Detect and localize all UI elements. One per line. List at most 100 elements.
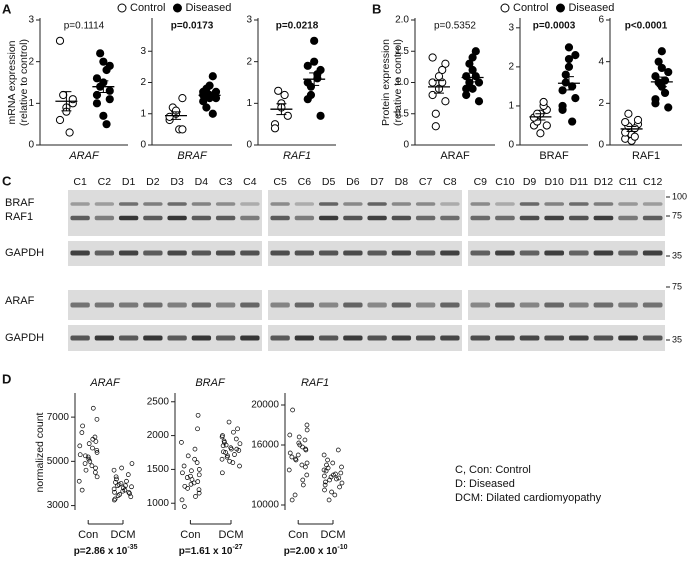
blot-band [70, 215, 90, 221]
data-point [302, 437, 308, 443]
blot-band [70, 302, 90, 308]
data-point [289, 497, 295, 503]
blot-band [294, 335, 315, 341]
y-tick-label: 1.0 [395, 77, 409, 88]
blot-strip [268, 190, 462, 236]
data-point [86, 456, 92, 462]
data-point [90, 436, 96, 442]
data-point [326, 497, 332, 503]
y-tick-label: 1 [140, 108, 146, 119]
data-point [80, 423, 85, 429]
blot-band [470, 215, 491, 221]
panel-label: D [2, 371, 11, 386]
blot-band [415, 302, 436, 308]
blot-row-label: GAPDH [5, 332, 44, 344]
legend-label: Control [513, 2, 548, 14]
lane-label: D10 [545, 176, 564, 188]
blot-band [294, 215, 315, 221]
y-tick-label: 0 [598, 140, 604, 151]
data-point [322, 482, 328, 488]
data-point [180, 470, 185, 476]
data-point [232, 452, 237, 457]
data-point [300, 482, 306, 488]
data-point [129, 484, 134, 490]
y-axis-title: (relative to control) [18, 39, 30, 126]
blot-band [118, 335, 139, 341]
data-point [77, 452, 83, 458]
data-point [181, 463, 187, 469]
blot-band [440, 215, 460, 221]
lane-label: C11 [619, 176, 638, 188]
data-point [290, 407, 295, 413]
legend-marker [117, 3, 127, 13]
blot-band [568, 215, 589, 221]
blot-band [391, 215, 412, 221]
blot-band [143, 215, 163, 221]
data-point [571, 51, 580, 60]
blot-band [240, 335, 260, 341]
x-tick-label: Con [78, 529, 98, 541]
blot-row-label: ARAF [5, 295, 35, 307]
data-point [310, 57, 319, 66]
data-point [102, 120, 111, 129]
lane-label: D9 [523, 176, 537, 188]
data-point [571, 94, 580, 103]
data-point [196, 490, 202, 496]
blot-band [294, 202, 315, 206]
p-value: p=0.0218 [276, 21, 319, 32]
data-point [471, 72, 480, 81]
data-point [304, 460, 310, 466]
data-point [208, 109, 217, 118]
data-point [194, 460, 200, 465]
x-axis-title: RAF1 [283, 150, 311, 162]
blot-band [167, 335, 187, 341]
p-value-base: p=2.00 x 10 [284, 546, 338, 557]
data-point [303, 446, 308, 452]
data-point [93, 439, 99, 444]
lane-label: C2 [98, 176, 112, 188]
data-point [89, 463, 95, 469]
data-point [199, 87, 208, 96]
y-axis-title: mRNA expression [6, 40, 18, 124]
y-tick-label: 0 [140, 140, 146, 151]
data-point [306, 82, 316, 91]
blot-band [470, 335, 491, 341]
data-point [188, 481, 194, 487]
p-value-exponent: -10 [337, 544, 347, 551]
lane-label: C5 [273, 176, 287, 188]
blot-band [470, 202, 491, 206]
p-value: p=0.0173 [171, 21, 214, 32]
data-point [304, 427, 310, 433]
data-point [302, 464, 308, 470]
blot-band [215, 215, 236, 221]
blot-band [215, 202, 236, 206]
size-marker: 35 [672, 334, 682, 344]
blot-band [415, 202, 436, 206]
data-point [651, 95, 660, 104]
data-point [334, 476, 339, 482]
data-point [179, 440, 184, 445]
blot-band [593, 302, 614, 308]
y-tick-label: 16000 [251, 440, 279, 451]
data-point [83, 467, 89, 473]
data-point [112, 489, 117, 495]
data-point [126, 489, 132, 495]
legend-marker [500, 3, 510, 13]
blot-band [391, 202, 412, 206]
data-point [227, 458, 232, 464]
data-point [185, 486, 190, 491]
chart-title: RAF1 [301, 377, 329, 389]
data-point [336, 475, 342, 481]
blot-band [440, 202, 460, 206]
blot-band [318, 250, 339, 256]
x-tick-label: DCM [110, 529, 135, 541]
blot-band [367, 250, 387, 256]
data-point [558, 105, 567, 114]
data-point [115, 493, 121, 498]
data-point [76, 478, 82, 484]
blot-band [440, 335, 460, 341]
data-point [123, 483, 128, 489]
data-point [325, 465, 331, 471]
data-point [441, 97, 450, 106]
data-point [178, 125, 187, 134]
